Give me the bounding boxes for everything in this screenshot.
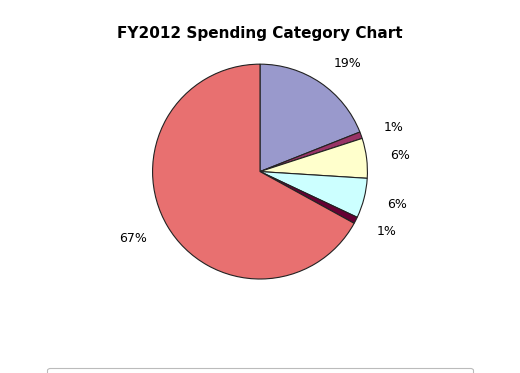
Text: 1%: 1% — [383, 121, 403, 134]
Wedge shape — [260, 132, 362, 172]
Wedge shape — [260, 64, 360, 172]
Text: 1%: 1% — [377, 225, 397, 238]
Wedge shape — [260, 172, 357, 223]
Text: FY2012 Spending Category Chart: FY2012 Spending Category Chart — [117, 26, 403, 41]
Text: 6%: 6% — [387, 198, 407, 211]
Wedge shape — [152, 64, 354, 279]
Wedge shape — [260, 138, 368, 178]
Legend: Wages & Salaries, Employee Benefits, Operating Expenses, Safety Net, Grants & Su: Wages & Salaries, Employee Benefits, Ope… — [47, 368, 473, 373]
Text: 6%: 6% — [390, 149, 410, 162]
Text: 19%: 19% — [334, 57, 361, 70]
Text: 67%: 67% — [119, 232, 147, 245]
Wedge shape — [260, 172, 367, 217]
